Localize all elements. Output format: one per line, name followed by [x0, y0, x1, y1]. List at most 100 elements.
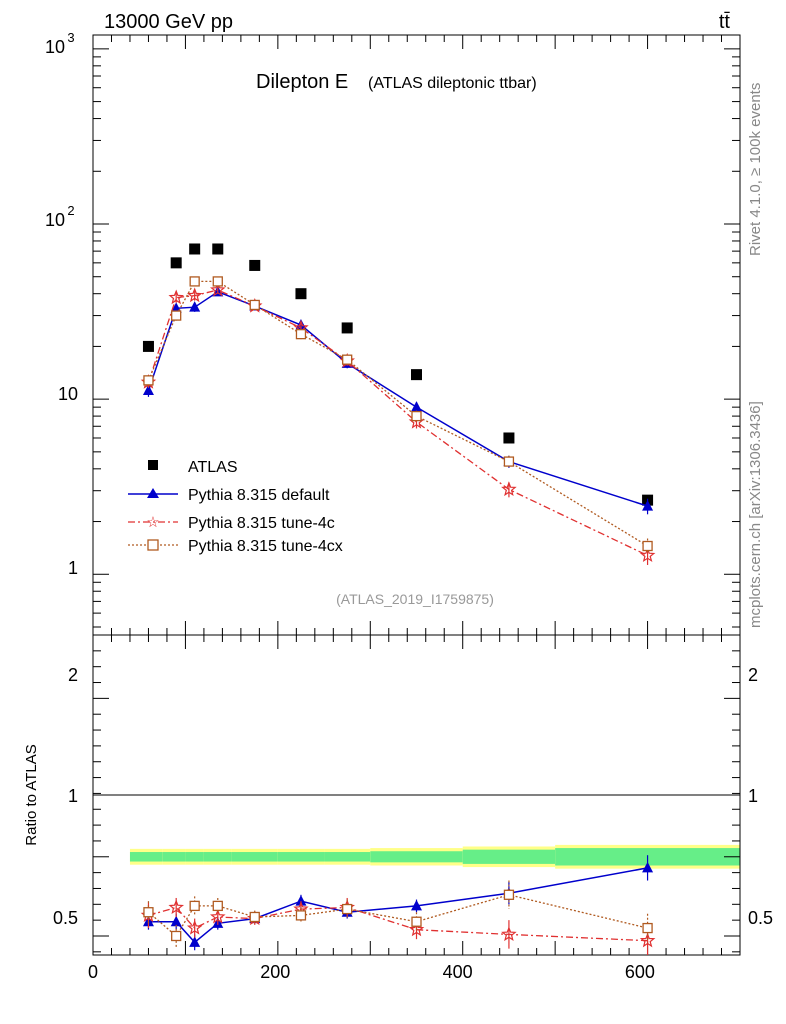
xtick-label-0: 0	[88, 962, 98, 982]
main-point-tune4cx	[143, 375, 154, 386]
ratio-point-tune4c	[408, 921, 425, 937]
main-point-atlas	[170, 257, 182, 269]
ratio-data-marks	[140, 855, 656, 955]
main-point-atlas	[189, 243, 201, 255]
main-line-tune4c	[147, 289, 648, 557]
main-point-atlas	[142, 340, 154, 352]
main-ytick-label-100: 10 2	[45, 203, 75, 230]
legend-marker-tune4c: ☆	[146, 514, 159, 531]
ratio-band-inner	[462, 849, 556, 864]
ratio-axis-ticks	[92, 634, 741, 955]
main-data-marks	[140, 243, 656, 565]
legend-entry-atlas: ATLAS	[148, 459, 238, 476]
main-line-tune4cx	[147, 280, 648, 547]
legend-label-tune4cx: Pythia 8.315 tune-4cx	[188, 538, 343, 555]
main-point-tune4cx	[503, 456, 515, 467]
main-point-tune4c	[639, 547, 656, 563]
ratio-point-tune4c	[186, 919, 203, 935]
ratio-frame	[92, 634, 741, 956]
legend-marker-atlas	[148, 460, 158, 470]
main-point-atlas	[295, 288, 307, 300]
ratio-ytick-label-1-left: 1	[68, 786, 78, 806]
main-point-default	[142, 384, 154, 396]
xtick-label-200: 200	[260, 962, 290, 982]
legend-label-default: Pythia 8.315 default	[188, 487, 330, 504]
main-line-default	[147, 290, 648, 507]
main-ytick-label-10: 10	[58, 384, 78, 404]
ratio-ytick-label-1-right: 1	[748, 786, 758, 806]
ratio-point-tune4cx	[295, 910, 307, 921]
ratio-band-inner	[277, 852, 325, 862]
ratio-point-tune4cx	[171, 930, 182, 942]
main-point-tune4cx	[249, 299, 260, 311]
main-point-tune4cx	[642, 540, 653, 552]
main-point-tune4c	[168, 289, 184, 305]
legend: ATLAS Pythia 8.315 default ☆ Pythia 8.31…	[128, 459, 343, 555]
ratio-band-inner	[185, 852, 204, 862]
main-point-tune4c	[210, 281, 226, 297]
ratio-ytick-label-05-right: 0.5	[748, 908, 773, 928]
ratio-y-axis-label: Ratio to ATLAS	[23, 744, 40, 845]
main-ytick-label-1: 1	[68, 558, 78, 578]
ratio-point-tune4c	[639, 932, 656, 948]
ratio-point-tune4cx	[143, 907, 154, 918]
ratio-line-tune4c	[148, 906, 648, 942]
ratio-point-tune4cx	[212, 900, 223, 912]
process-label: tt̄	[719, 11, 731, 33]
main-point-atlas	[503, 432, 515, 444]
legend-marker-default	[147, 488, 159, 498]
ratio-point-default	[295, 895, 307, 906]
main-point-tune4cx	[171, 310, 182, 321]
ratio-point-tune4cx	[411, 916, 422, 927]
main-point-atlas	[411, 369, 422, 381]
ratio-point-default	[411, 899, 422, 911]
main-point-tune4c	[186, 287, 203, 303]
ratio-ytick-label-2-left: 2	[68, 665, 78, 685]
xtick-label-600: 600	[625, 962, 655, 982]
ratio-point-tune4cx	[503, 889, 515, 900]
ratio-line-default	[148, 867, 648, 944]
ratio-band-inner	[324, 852, 371, 862]
main-ytick-label-100-exp: 2	[67, 203, 74, 218]
ratio-band-inner	[231, 852, 278, 862]
main-point-tune4cx	[411, 410, 422, 422]
main-y-tick-labels: 1 10 10 2 10 3	[45, 30, 78, 578]
main-point-atlas	[341, 322, 353, 334]
ratio-ytick-label-2-right: 2	[748, 665, 758, 685]
legend-label-atlas: ATLAS	[188, 459, 238, 476]
main-point-tune4cx	[295, 328, 307, 340]
ratio-band-inner	[203, 852, 232, 862]
ratio-point-default	[642, 861, 654, 873]
energy-label: 13000 GeV pp	[104, 11, 233, 33]
main-ytick-label-1000-exp: 3	[67, 30, 74, 45]
main-ytick-label-1000-base: 10	[45, 37, 65, 57]
main-point-default	[411, 401, 422, 412]
legend-entry-default: Pythia 8.315 default	[128, 487, 330, 504]
analysis-id-label: (ATLAS_2019_I1759875)	[336, 591, 494, 607]
xtick-label-400: 400	[443, 962, 473, 982]
ratio-band-inner	[129, 852, 163, 862]
ratio-panel: 2 1 0.5 2 1 0.5 Ratio to ATLAS 0 200 400…	[23, 634, 773, 982]
ratio-line-tune4cx	[148, 894, 648, 937]
ratio-band-inner	[370, 851, 463, 863]
main-point-atlas	[249, 259, 261, 271]
main-point-tune4c	[501, 481, 517, 497]
rivet-version-label: Rivet 4.1.0, ≥ 100k events	[747, 83, 764, 256]
ratio-point-default	[189, 936, 201, 947]
legend-label-tune4c: Pythia 8.315 tune-4c	[188, 515, 335, 532]
plot-title-main: Dilepton E	[256, 71, 348, 93]
ratio-uncertainty-band	[129, 844, 740, 869]
main-point-tune4cx	[342, 354, 353, 365]
ratio-ytick-label-05-left: 0.5	[53, 908, 78, 928]
main-point-tune4cx	[212, 276, 223, 287]
legend-entry-tune4c: ☆ Pythia 8.315 tune-4c	[128, 514, 335, 532]
ratio-point-tune4c	[168, 899, 185, 915]
ratio-point-tune4cx	[249, 911, 260, 923]
main-point-default	[189, 301, 201, 312]
legend-entry-tune4cx: Pythia 8.315 tune-4cx	[128, 538, 343, 555]
ratio-point-tune4c	[210, 908, 226, 924]
ratio-point-default	[170, 915, 182, 927]
ratio-point-tune4cx	[342, 903, 353, 915]
plot-title-sub: (ATLAS dileptonic ttbar)	[368, 75, 537, 92]
